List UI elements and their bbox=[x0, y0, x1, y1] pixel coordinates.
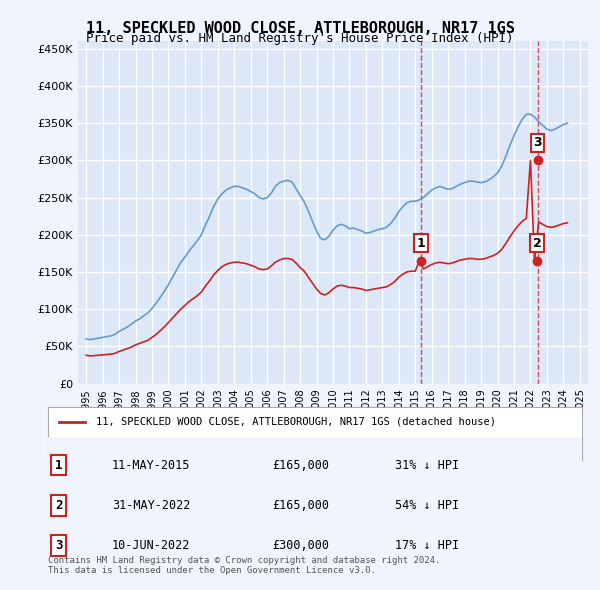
Text: £165,000: £165,000 bbox=[272, 499, 329, 512]
Text: 11-MAY-2015: 11-MAY-2015 bbox=[112, 458, 190, 471]
Text: 31% ↓ HPI: 31% ↓ HPI bbox=[395, 458, 459, 471]
Text: 10-JUN-2022: 10-JUN-2022 bbox=[112, 539, 190, 552]
Text: 54% ↓ HPI: 54% ↓ HPI bbox=[395, 499, 459, 512]
Text: £300,000: £300,000 bbox=[272, 539, 329, 552]
Text: 1: 1 bbox=[55, 458, 62, 471]
Text: HPI: Average price, detached house, Breckland: HPI: Average price, detached house, Brec… bbox=[96, 440, 377, 450]
Text: 3: 3 bbox=[55, 539, 62, 552]
Text: £165,000: £165,000 bbox=[272, 458, 329, 471]
Text: Price paid vs. HM Land Registry's House Price Index (HPI): Price paid vs. HM Land Registry's House … bbox=[86, 32, 514, 45]
Text: Contains HM Land Registry data © Crown copyright and database right 2024.
This d: Contains HM Land Registry data © Crown c… bbox=[48, 556, 440, 575]
Text: 2: 2 bbox=[533, 237, 542, 250]
Text: 31-MAY-2022: 31-MAY-2022 bbox=[112, 499, 190, 512]
Text: 17% ↓ HPI: 17% ↓ HPI bbox=[395, 539, 459, 552]
Text: 11, SPECKLED WOOD CLOSE, ATTLEBOROUGH, NR17 1GS (detached house): 11, SPECKLED WOOD CLOSE, ATTLEBOROUGH, N… bbox=[96, 417, 496, 427]
Text: 3: 3 bbox=[533, 136, 542, 149]
Text: 2: 2 bbox=[55, 499, 62, 512]
Text: 11, SPECKLED WOOD CLOSE, ATTLEBOROUGH, NR17 1GS: 11, SPECKLED WOOD CLOSE, ATTLEBOROUGH, N… bbox=[86, 21, 514, 35]
Text: 1: 1 bbox=[417, 237, 425, 250]
